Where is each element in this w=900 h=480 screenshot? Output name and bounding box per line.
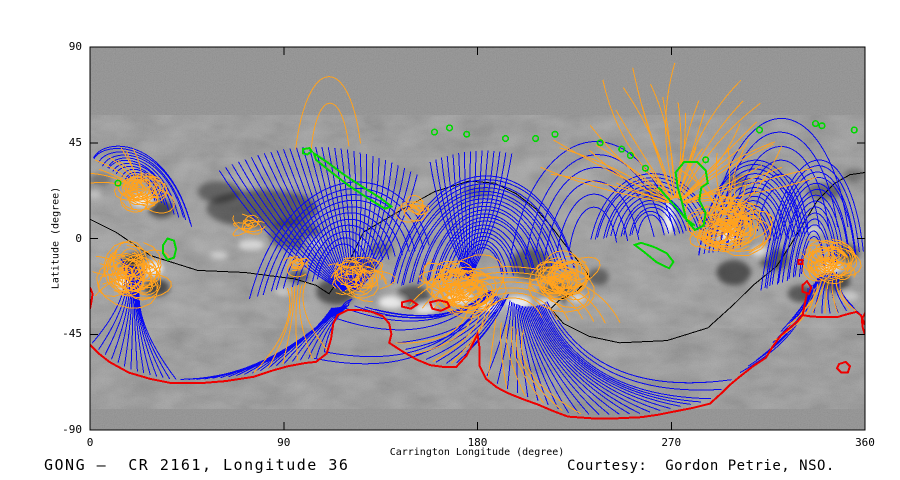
- contour-ch-positive-channel-lower: [632, 241, 675, 270]
- field-lines-orange-open-fan: [540, 62, 817, 204]
- x-tick-label: 0: [86, 436, 94, 449]
- field-lines-orange-nw-rays: [90, 147, 143, 191]
- field-lines-orange-polar-arcs: [295, 76, 361, 150]
- contour-ch-positive-blob: [162, 237, 178, 261]
- x-tick-label: 270: [661, 436, 682, 449]
- field-lines-blue-curtain: [429, 150, 513, 279]
- x-tick-label: 180: [467, 436, 488, 449]
- y-tick-label: -45: [62, 327, 82, 341]
- map-annotation: GONG — CR 2161, Longitude 36: [44, 456, 350, 474]
- field-lines-blue-right-tall-shells: [710, 117, 849, 235]
- x-axis-title: Carrington Longitude (degree): [389, 447, 565, 458]
- x-tick-label: 90: [277, 436, 291, 449]
- contour-ch-negative-dot: [797, 258, 804, 265]
- contour-ch-negative-loop-b: [428, 299, 451, 312]
- y-tick-label: 90: [68, 40, 82, 53]
- y-tick-label: 0: [75, 231, 82, 245]
- contour-ch-negative-loop-c: [401, 299, 420, 310]
- field-lines-orange-south-strands-2: [253, 282, 328, 374]
- plot-frame: [89, 46, 866, 431]
- field-lines-orange-sw-rays: [92, 253, 129, 297]
- field-lines-orange-ar-loops-5: [395, 194, 430, 223]
- contour-ch-negative-edge-right: [860, 312, 865, 335]
- contour-ch-negative-loop-a: [801, 279, 813, 296]
- field-lines-orange-south-strands-3: [774, 279, 864, 341]
- field-lines-orange-ar-loops-6: [327, 256, 396, 302]
- field-lines-blue-wedge-downfan: [180, 298, 353, 380]
- contour-ch-positive-channel: [674, 160, 709, 232]
- contour-ch-positive-marks: [114, 120, 858, 187]
- field-lines-orange-south-strands: [395, 308, 582, 415]
- field-lines-orange-right-up-rays: [677, 139, 782, 214]
- y-tick-label: -90: [62, 423, 82, 436]
- x-tick-label: 360: [855, 436, 875, 449]
- map-content: [90, 47, 865, 430]
- field-lines-orange-ar-loops-10: [800, 239, 862, 285]
- field-lines-orange-ar-loops-3: [232, 213, 266, 237]
- field-lines-orange-low-connectors: [409, 266, 621, 324]
- field-lines-orange-ar-loops-2: [96, 240, 172, 309]
- field-lines-orange-ar-loops-4: [283, 255, 309, 278]
- contour-ch-negative-loop-d: [835, 360, 852, 374]
- contour-ch-negative-edge-left: [90, 287, 94, 309]
- y-tick-label: 45: [68, 135, 82, 149]
- contour-ch-positive-channel-lane: [657, 186, 696, 227]
- courtesy-note: Courtesy: Gordon Petrie, NSO.: [567, 458, 835, 474]
- contour-ch-negative-boundary: [90, 308, 865, 420]
- contour-ch-positive-lane: [312, 150, 394, 210]
- contour-ch-positive-lane-loop: [302, 147, 314, 156]
- contour-ch-negative-branch: [801, 293, 808, 316]
